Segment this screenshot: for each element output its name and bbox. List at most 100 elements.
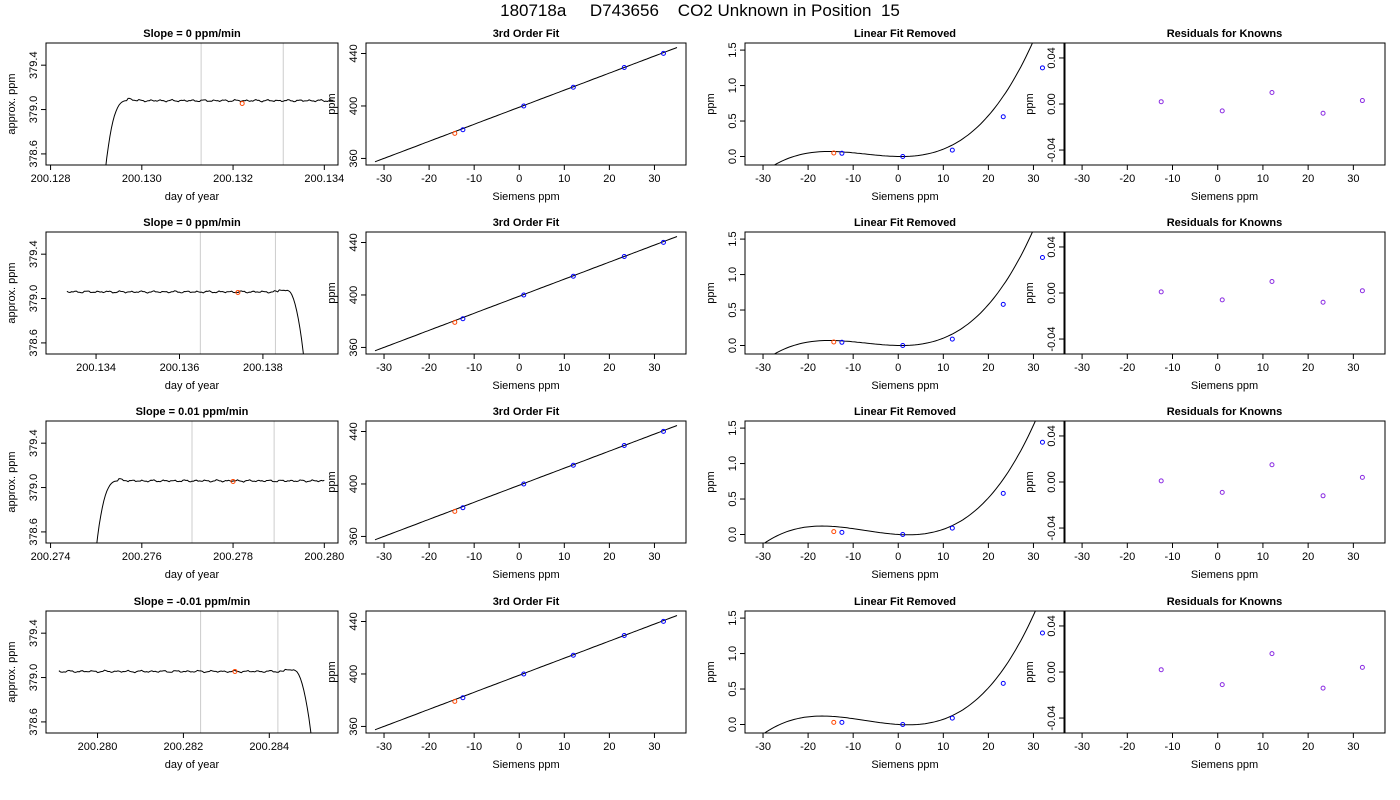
y-tick-label: 378.6 bbox=[28, 329, 40, 357]
x-tick-label: 200.134 bbox=[76, 362, 116, 374]
plot-area bbox=[96, 421, 325, 543]
panel-title: Slope = 0 ppm/min bbox=[143, 28, 241, 40]
y-tick-label: 378.6 bbox=[28, 708, 40, 736]
known-point bbox=[660, 50, 666, 56]
panel-title: 3rd Order Fit bbox=[493, 28, 560, 40]
unknown-point bbox=[232, 668, 238, 674]
x-tick-label: 0 bbox=[895, 741, 901, 753]
x-tick-label: 20 bbox=[1302, 551, 1314, 563]
x-tick-label: -10 bbox=[845, 551, 861, 563]
x-tick-label: 0 bbox=[895, 551, 901, 563]
x-tick-label: -10 bbox=[466, 741, 482, 753]
x-tick-label: 0 bbox=[516, 551, 522, 563]
plot-frame bbox=[1063, 420, 1386, 544]
residual-point bbox=[1359, 288, 1365, 294]
plot-frame bbox=[744, 420, 1066, 544]
panel-title: Linear Fit Removed bbox=[854, 217, 956, 229]
plot-frame bbox=[1063, 610, 1386, 734]
y-tick-label: 379.4 bbox=[28, 619, 40, 647]
known-point bbox=[621, 633, 627, 639]
panel-r2-c1: Slope = 0 ppm/min day of year approx. ppm 2… bbox=[6, 217, 339, 392]
x-tick-label: -20 bbox=[421, 741, 437, 753]
x-tick-label: -30 bbox=[376, 551, 392, 563]
y-axis-label: ppm bbox=[326, 471, 338, 492]
x-tick-label: -30 bbox=[755, 741, 771, 753]
y-tick-label: 400 bbox=[348, 475, 360, 493]
x-tick-label: -30 bbox=[1074, 551, 1090, 563]
plot-frame bbox=[365, 231, 687, 355]
unknown-point bbox=[235, 289, 241, 295]
y-tick-label: 360 bbox=[348, 717, 360, 735]
panel-r4-c3: Linear Fit Removed Siemens ppm ppm -30 -20 -1… bbox=[705, 596, 1066, 771]
fit-curve bbox=[763, 421, 1036, 543]
panel-title: 3rd Order Fit bbox=[493, 217, 560, 229]
x-axis-label: Siemens ppm bbox=[1191, 569, 1258, 581]
y-axis-label: approx. ppm bbox=[6, 451, 18, 512]
known-point bbox=[1000, 301, 1006, 307]
x-tick-label: -20 bbox=[1119, 173, 1135, 185]
y-tick-label: 1.5 bbox=[727, 231, 739, 246]
x-tick-label: -10 bbox=[466, 173, 482, 185]
x-tick-label: 200.282 bbox=[164, 741, 204, 753]
known-point bbox=[460, 127, 466, 133]
known-point bbox=[460, 695, 466, 701]
x-tick-label: 10 bbox=[937, 741, 949, 753]
panel-title: Linear Fit Removed bbox=[854, 406, 956, 418]
x-tick-label: -10 bbox=[845, 362, 861, 374]
fit-curve bbox=[374, 615, 678, 731]
y-tick-label: 0.04 bbox=[1046, 615, 1058, 636]
x-tick-label: 20 bbox=[982, 741, 994, 753]
panel-title: 3rd Order Fit bbox=[493, 406, 560, 418]
x-tick-label: 10 bbox=[1257, 741, 1269, 753]
x-tick-label: -20 bbox=[421, 173, 437, 185]
y-axis-label: ppm bbox=[1024, 93, 1036, 114]
x-tick-label: -20 bbox=[421, 362, 437, 374]
known-point bbox=[839, 719, 845, 725]
panel-title: Slope = -0.01 ppm/min bbox=[134, 596, 251, 608]
unknown-point bbox=[831, 339, 837, 345]
unknown-point bbox=[831, 150, 837, 156]
x-tick-label: 0 bbox=[1215, 173, 1221, 185]
residual-point bbox=[1269, 278, 1275, 284]
panel-r1-c3: Linear Fit Removed Siemens ppm ppm -30 -20 -1… bbox=[705, 28, 1066, 203]
plot-area bbox=[1158, 89, 1365, 116]
fit-curve bbox=[374, 425, 678, 541]
y-tick-label: 0.0 bbox=[727, 717, 739, 732]
panel-r4-c2: 3rd Order Fit Siemens ppm ppm -30 -20 -10 0 10 2… bbox=[326, 596, 687, 771]
panel-r1-c2: 3rd Order Fit Siemens ppm ppm -30 -20 -10 0 10 2… bbox=[326, 28, 687, 203]
unknown-point bbox=[831, 529, 837, 535]
panel-title: Residuals for Knowns bbox=[1167, 596, 1283, 608]
x-tick-label: -20 bbox=[800, 551, 816, 563]
y-tick-label: 378.6 bbox=[28, 518, 40, 546]
plot-area bbox=[374, 236, 678, 352]
panel-r1-c1: Slope = 0 ppm/min day of year approx. ppm 2… bbox=[6, 28, 344, 203]
plot-area bbox=[1158, 462, 1365, 499]
plot-frame bbox=[45, 610, 339, 734]
x-tick-label: 30 bbox=[648, 741, 660, 753]
y-axis-label: approx. ppm bbox=[6, 73, 18, 134]
x-tick-label: 200.128 bbox=[31, 173, 71, 185]
y-tick-label: 0.0 bbox=[727, 149, 739, 164]
known-point bbox=[660, 618, 666, 624]
plot-frame bbox=[365, 42, 687, 166]
x-tick-label: 30 bbox=[1027, 741, 1039, 753]
known-point bbox=[1039, 630, 1045, 636]
y-tick-label: 0.5 bbox=[727, 113, 739, 128]
x-tick-label: 0 bbox=[1215, 362, 1221, 374]
known-point bbox=[521, 103, 527, 109]
x-tick-label: 10 bbox=[558, 741, 570, 753]
y-tick-label: 379.0 bbox=[28, 285, 40, 313]
y-tick-label: 0.5 bbox=[727, 302, 739, 317]
y-tick-label: 379.4 bbox=[28, 240, 40, 268]
residual-point bbox=[1219, 108, 1225, 114]
panel-r3-c1: Slope = 0.01 ppm/min day of year approx. p… bbox=[6, 406, 344, 581]
unknown-point bbox=[452, 508, 458, 514]
x-tick-label: 30 bbox=[1347, 362, 1359, 374]
known-point bbox=[1000, 680, 1006, 686]
x-tick-label: 10 bbox=[937, 551, 949, 563]
ppm-trace bbox=[58, 668, 312, 733]
known-point bbox=[949, 715, 955, 721]
x-tick-label: 30 bbox=[1347, 173, 1359, 185]
y-axis-label: ppm bbox=[1024, 282, 1036, 303]
y-tick-label: 0.04 bbox=[1046, 47, 1058, 68]
